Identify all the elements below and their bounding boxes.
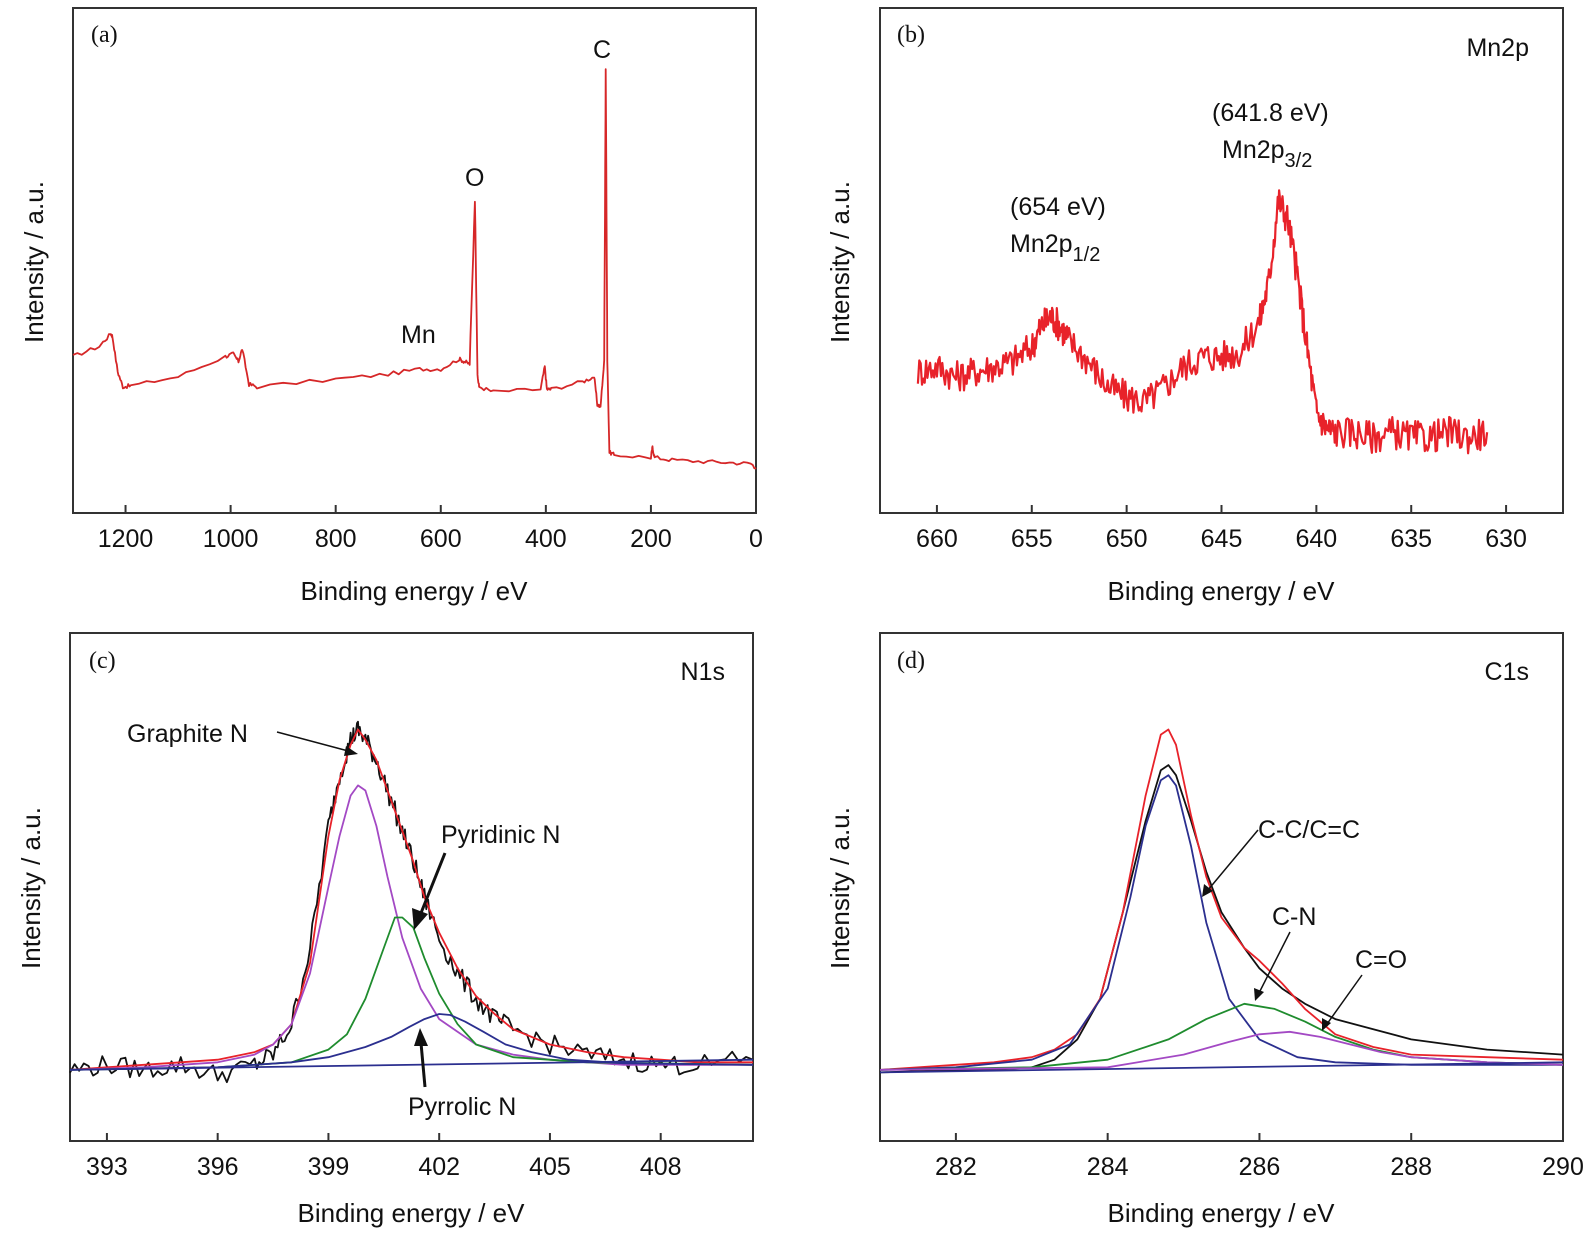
panel-d-x-axis-title: Binding energy / eV — [1108, 1198, 1336, 1228]
panel-c-tag: N1s — [681, 658, 725, 686]
annotation-pyridinic-n: Pyridinic N — [441, 821, 560, 849]
co-arrow — [1326, 974, 1363, 1025]
panel-b-label: (b) — [897, 22, 925, 48]
panel-d-series-0 — [879, 764, 1564, 1074]
panel-d-tick-label: 290 — [1542, 1153, 1584, 1181]
panel-b-tick-label: 640 — [1296, 525, 1338, 553]
pyridinic-n-arrow — [419, 852, 447, 914]
panel-c-y-axis-title: Intensity / a.u. — [16, 807, 46, 969]
annotation-c: C — [593, 36, 611, 64]
pyridinic-n-arrowhead — [412, 908, 428, 930]
pyrrolic-n-arrowhead — [414, 1028, 428, 1046]
panel-c-frame — [69, 632, 754, 1142]
panel-d-series-2 — [879, 774, 1563, 1071]
panel-c-tick-label: 393 — [86, 1153, 128, 1181]
panel-a-survey: (a) 1200 1000 800 600 400 200 0 Mn O C Binding… — [19, 7, 763, 606]
annotation-graphite-n: Graphite N — [127, 720, 248, 748]
panel-c-tick-label: 399 — [308, 1153, 350, 1181]
panel-c-tick-label: 402 — [418, 1153, 460, 1181]
cn-arrow — [1258, 931, 1291, 994]
panel-d-label: (d) — [897, 648, 925, 674]
panel-b-tick-label: 655 — [1011, 525, 1053, 553]
panel-d-series-4 — [879, 1030, 1564, 1071]
panel-d-curves — [879, 728, 1564, 1074]
panel-b-tick-label: 650 — [1106, 525, 1148, 553]
panel-d-x-ticks: 282 284 286 288 290 — [935, 1133, 1584, 1181]
panel-c-x-axis-title: Binding energy / eV — [298, 1198, 526, 1228]
panel-b-annotations: (654 eV) Mn2p1/2 (641.8 eV) Mn2p3/2 — [1010, 99, 1329, 266]
co-arrowhead — [1322, 1018, 1331, 1031]
panel-c-curves — [69, 720, 754, 1084]
panel-d-series-1 — [879, 728, 1564, 1071]
cc-cec-arrowhead — [1202, 884, 1213, 897]
panel-c-tick-label: 408 — [640, 1153, 682, 1181]
panel-b-mn2p: (b) Mn2p 660 655 650 645 640 635 630 (654 eV) … — [825, 7, 1564, 606]
panel-c-series-5 — [69, 1058, 754, 1071]
annotation-641ev: (641.8 eV) — [1212, 99, 1329, 127]
panel-c-series-0 — [69, 720, 754, 1084]
panel-c-n1s: (c) N1s 393 396 399 402 405 408 Graphite N Py… — [16, 632, 754, 1228]
panel-b-tick-label: 660 — [916, 525, 958, 553]
panel-d-tick-label: 288 — [1390, 1153, 1432, 1181]
panel-a-tick-label: 0 — [749, 525, 763, 553]
annotation-mn2p12: Mn2p1/2 — [1010, 230, 1100, 266]
panel-c-tick-label: 405 — [529, 1153, 571, 1181]
panel-d-annotations: C-C/C=C C-N C=O — [1202, 816, 1407, 1031]
panel-a-label: (a) — [91, 22, 118, 48]
panel-d-tick-label: 282 — [935, 1153, 977, 1181]
annotation-mn2p32: Mn2p3/2 — [1222, 136, 1312, 172]
panel-d-c1s: (d) C1s 282 284 286 288 290 C-C/C=C C-N C=O … — [825, 632, 1584, 1228]
cn-arrowhead — [1254, 988, 1264, 1001]
panel-b-y-axis-title: Intensity / a.u. — [825, 181, 855, 343]
pyrrolic-n-arrow — [419, 1042, 427, 1088]
annotation-cc-cec: C-C/C=C — [1258, 816, 1360, 844]
panel-a-x-ticks: 1200 1000 800 600 400 200 0 — [98, 505, 763, 553]
panel-c-series-2 — [69, 784, 753, 1071]
panel-c-series-1 — [69, 728, 753, 1071]
panel-c-series-4 — [69, 1013, 754, 1071]
panel-b-x-ticks: 660 655 650 645 640 635 630 — [916, 505, 1527, 553]
panel-b-tick-label: 645 — [1201, 525, 1243, 553]
panel-d-series-5 — [879, 1061, 1564, 1074]
panel-a-tick-label: 200 — [630, 525, 672, 553]
panel-d-y-axis-title: Intensity / a.u. — [825, 807, 855, 969]
panel-a-tick-label: 400 — [525, 525, 567, 553]
annotation-mn: Mn — [401, 321, 436, 349]
panel-c-tick-label: 396 — [197, 1153, 239, 1181]
cc-cec-arrow — [1207, 829, 1259, 891]
panel-d-tick-label: 284 — [1087, 1153, 1129, 1181]
annotation-cn: C-N — [1272, 903, 1316, 931]
panel-a-frame — [72, 7, 757, 514]
panel-a-y-axis-title: Intensity / a.u. — [19, 181, 49, 343]
panel-b-tick-label: 630 — [1485, 525, 1527, 553]
panel-c-x-ticks: 393 396 399 402 405 408 — [86, 1133, 682, 1181]
annotation-654ev: (654 eV) — [1010, 193, 1106, 221]
panel-b-series-0 — [916, 189, 1489, 455]
panel-a-tick-label: 1000 — [203, 525, 259, 553]
panel-a-annotations: Mn O C — [401, 36, 611, 349]
panel-a-tick-label: 800 — [315, 525, 357, 553]
panel-b-tick-label: 635 — [1390, 525, 1432, 553]
panel-d-tick-label: 286 — [1239, 1153, 1281, 1181]
panel-a-series-0 — [72, 68, 757, 470]
panel-b-x-axis-title: Binding energy / eV — [1108, 576, 1336, 606]
panel-a-x-axis-title: Binding energy / eV — [301, 576, 529, 606]
panel-b-curves — [916, 189, 1489, 455]
panel-a-tick-label: 1200 — [98, 525, 154, 553]
graphite-n-arrowhead — [344, 746, 358, 756]
panel-a-curves — [72, 68, 757, 470]
annotation-o: O — [465, 164, 484, 192]
panel-c-series-3 — [69, 916, 754, 1071]
panel-c-annotations: Graphite N Pyridinic N Pyrrolic N — [127, 720, 560, 1121]
annotation-pyrrolic-n: Pyrrolic N — [408, 1093, 516, 1121]
panel-d-frame — [879, 632, 1564, 1142]
panel-b-tag: Mn2p — [1466, 34, 1529, 62]
panel-a-tick-label: 600 — [420, 525, 462, 553]
graphite-n-arrow — [276, 731, 353, 753]
panel-d-tag: C1s — [1485, 658, 1529, 686]
annotation-co: C=O — [1355, 946, 1407, 974]
panel-c-label: (c) — [89, 648, 116, 674]
